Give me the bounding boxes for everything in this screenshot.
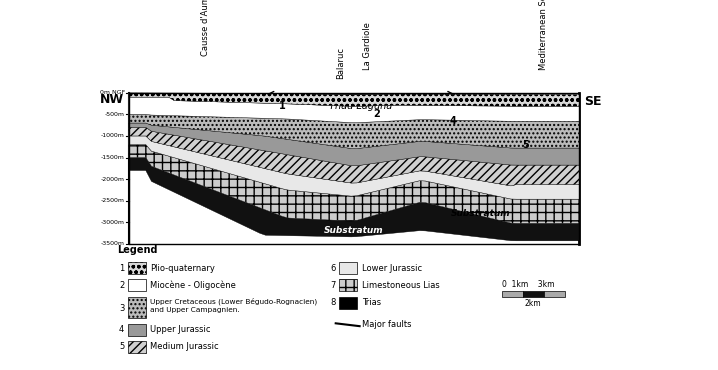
Text: 0  1km    3km: 0 1km 3km xyxy=(501,280,554,289)
Bar xyxy=(128,341,146,353)
Text: 4: 4 xyxy=(450,116,457,126)
Text: -500m: -500m xyxy=(105,112,125,117)
Text: 8: 8 xyxy=(330,298,336,307)
Polygon shape xyxy=(129,93,579,244)
Bar xyxy=(128,262,146,274)
Text: 3: 3 xyxy=(119,304,124,313)
Text: Lower Jurassic: Lower Jurassic xyxy=(362,264,422,273)
Polygon shape xyxy=(129,93,579,106)
Bar xyxy=(128,279,146,292)
Text: Causse d'Aumelas: Causse d'Aumelas xyxy=(201,0,210,56)
Text: Thau Laguna: Thau Laguna xyxy=(329,101,393,111)
Text: Upper Jurassic: Upper Jurassic xyxy=(150,325,211,334)
Text: Substratum: Substratum xyxy=(450,209,510,218)
Text: Substratum: Substratum xyxy=(325,226,384,235)
Text: 5: 5 xyxy=(522,139,528,149)
Text: 5: 5 xyxy=(119,343,124,352)
Text: 6: 6 xyxy=(330,264,336,273)
Text: Limestoneous Lias: Limestoneous Lias xyxy=(362,281,439,290)
Text: -3000m: -3000m xyxy=(101,220,125,225)
Text: -2000m: -2000m xyxy=(101,176,125,182)
Text: -2500m: -2500m xyxy=(101,198,125,203)
Polygon shape xyxy=(129,158,579,241)
Polygon shape xyxy=(129,145,579,223)
Text: 2: 2 xyxy=(373,110,380,120)
Text: Substratum: Substratum xyxy=(189,233,248,242)
Text: 2: 2 xyxy=(119,281,124,290)
Bar xyxy=(128,324,146,336)
Text: 0m NGF: 0m NGF xyxy=(100,90,125,95)
Bar xyxy=(128,296,146,318)
Text: and Upper Campagnien.: and Upper Campagnien. xyxy=(150,307,240,313)
Text: 4: 4 xyxy=(119,325,124,334)
Text: Upper Cretaceous (Lower Bégudo-Rognacien): Upper Cretaceous (Lower Bégudo-Rognacien… xyxy=(150,297,317,305)
Text: Mediterranean Sea: Mediterranean Sea xyxy=(539,0,548,70)
Text: Plio-quaternary: Plio-quaternary xyxy=(150,264,215,273)
Polygon shape xyxy=(129,114,579,149)
Bar xyxy=(339,296,358,309)
Text: Trias: Trias xyxy=(362,298,381,307)
Text: Medium Jurassic: Medium Jurassic xyxy=(150,343,219,352)
Bar xyxy=(339,279,358,292)
Polygon shape xyxy=(129,136,579,199)
Polygon shape xyxy=(129,123,579,166)
Text: 7: 7 xyxy=(330,281,336,290)
Text: La Gardiole: La Gardiole xyxy=(363,22,372,70)
Text: Legend: Legend xyxy=(118,245,158,255)
Bar xyxy=(501,292,523,296)
Text: 2km: 2km xyxy=(525,299,541,307)
Bar xyxy=(523,292,544,296)
Text: 1: 1 xyxy=(279,101,285,111)
Polygon shape xyxy=(129,97,579,123)
Text: Major faults: Major faults xyxy=(362,320,411,329)
Bar xyxy=(544,292,565,296)
Text: Balaruc: Balaruc xyxy=(336,47,345,78)
Text: SE: SE xyxy=(584,95,602,108)
Text: -1500m: -1500m xyxy=(101,155,125,160)
Text: -1000m: -1000m xyxy=(101,134,125,138)
Text: -3500m: -3500m xyxy=(101,241,125,246)
Text: NW: NW xyxy=(100,93,124,106)
Text: Miocène - Oligocène: Miocène - Oligocène xyxy=(150,281,236,290)
Bar xyxy=(339,262,358,274)
Text: 1: 1 xyxy=(119,264,124,273)
Polygon shape xyxy=(129,127,579,186)
